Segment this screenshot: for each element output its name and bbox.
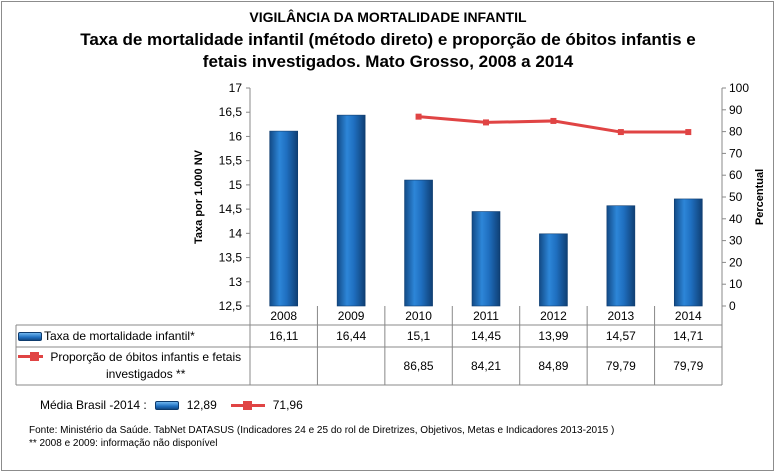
left-tick-label: 16 [229,129,243,143]
bar-swatch-icon [154,400,179,410]
left-tick-label: 15,5 [219,154,243,168]
line-series-header: Proporção de óbitos infantis e fetais in… [18,347,248,385]
line-value-cell [317,347,384,385]
source-note: Fonte: Ministério da Saúde. TabNet DATAS… [29,425,615,436]
bar-value-label: 16,44 [336,329,367,343]
category-label: 2011 [452,306,519,325]
line-value-cell: 79,79 [655,347,722,385]
bar-value-cell: 15,1 [385,325,452,347]
line-swatch-icon [230,399,265,411]
category-label: 2009 [317,306,384,325]
bar-value-cell: 14,45 [452,325,519,347]
bar-2009 [336,114,366,307]
left-tick-label: 17 [229,81,243,95]
line-point [685,129,692,136]
chart-title: VIGILÂNCIA DA MORTALIDADE INFANTIL [249,9,527,25]
brazil-average-legend: Média Brasil -2014 : 12,89 71,96 [40,398,303,412]
line-value-cell: 84,21 [452,347,519,385]
line-series-swatch-icon [18,350,44,362]
bar-value-cell: 13,99 [520,325,587,347]
left-tick-label: 16,5 [219,105,243,119]
category-text: 2008 [270,308,298,323]
left-tick-label: 14 [229,226,243,240]
right-tick-label: 80 [729,125,743,139]
right-tick-label: 70 [729,146,743,160]
left-tick-label: 14,5 [219,202,243,216]
bar-value-label: 13,99 [538,329,569,343]
subtitle-line-2: fetais investigados. Mato Grosso, 2008 a… [202,52,574,71]
line-value-cell: 79,79 [587,347,654,385]
line-point [617,129,624,136]
right-tick-label: 50 [729,190,743,204]
bar-value-label: 15,1 [406,329,431,343]
y-axis-label: Taxa por 1.000 NV [193,149,205,244]
bar-value-cell: 14,57 [587,325,654,347]
right-tick-label: 40 [729,212,743,226]
category-text: 2011 [473,308,499,323]
right-tick-label: 10 [729,277,743,291]
line-value-cell: 86,85 [385,347,452,385]
right-tick-label: 30 [729,234,743,248]
right-tick-label: 100 [729,81,749,95]
chart-subtitle: Taxa de mortalidade infantil (método dir… [0,29,776,73]
bar-value-label: 14,57 [605,329,636,343]
bar-value-cell: 16,11 [250,325,317,347]
category-text: 2009 [337,308,365,323]
left-tick-label: 12,5 [219,299,243,313]
right-tick-label: 60 [729,168,743,182]
bar-2010 [404,179,433,307]
bar-value-label: 14,45 [470,329,501,343]
left-tick-label: 13,5 [219,251,243,265]
category-text: 2010 [405,308,432,323]
line-series-name: Proporção de óbitos infantis e fetais in… [50,350,242,381]
right-tick-label: 90 [729,103,743,117]
line-value-cell [250,347,317,385]
line-value-label: 86,85 [403,359,434,373]
footnote: ** 2008 e 2009: informação não disponíve… [29,438,218,449]
bar-2013 [606,205,636,307]
legend-label: Média Brasil -2014 : [40,398,147,412]
legend-bar-value: 12,89 [186,398,217,412]
line-value-label: 79,79 [673,359,704,373]
subtitle-line-1: Taxa de mortalidade infantil (método dir… [80,30,696,49]
category-text: 2012 [540,308,567,323]
bar-series-swatch-icon [18,331,42,341]
line-value-label: 84,21 [470,359,501,373]
legend-line-value: 71,96 [272,398,303,412]
line-point [415,113,422,120]
category-label: 2014 [655,306,722,325]
right-tick-label: 20 [729,255,743,269]
y2-axis-label: Percentual [754,169,766,225]
bar-value-label: 16,11 [269,329,299,343]
bar-2008 [269,130,299,307]
bar-series-header: Taxa de mortalidade infantil* [18,325,248,347]
category-text: 2014 [674,308,702,323]
category-label: 2008 [250,306,317,325]
category-label: 2012 [520,306,587,325]
right-tick-label: 0 [729,299,736,313]
bar-series-name: Taxa de mortalidade infantil* [44,329,195,343]
bar-value-cell: 16,44 [317,325,384,347]
bar-value-label: 14,71 [673,329,704,343]
line-value-label: 79,79 [605,359,636,373]
left-tick-label: 13 [229,275,243,289]
bar-2012 [539,233,568,307]
line-value-cell: 84,89 [520,347,587,385]
left-tick-label: 15 [229,178,243,192]
line-point [483,119,489,126]
bar-value-cell: 14,71 [655,325,722,347]
category-text: 2013 [607,308,635,323]
bar-2014 [673,198,703,307]
line-point [550,117,557,124]
category-label: 2010 [385,306,452,325]
category-label: 2013 [587,306,654,325]
line-value-label: 84,89 [538,359,569,373]
bar-2011 [471,211,501,307]
